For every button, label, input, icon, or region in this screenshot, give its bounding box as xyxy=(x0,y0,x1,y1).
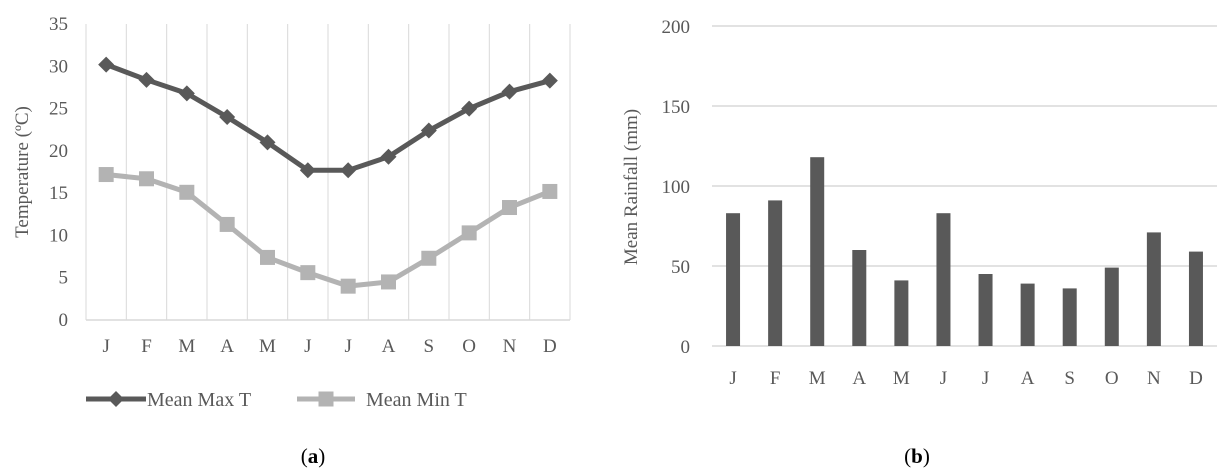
temperature-y-tick-label: 25 xyxy=(49,99,68,120)
temperature-x-tick-label: O xyxy=(462,336,476,357)
temperature-x-tick-label: M xyxy=(259,336,276,357)
temperature-x-tick-label: A xyxy=(220,336,234,357)
mean-min-t-point xyxy=(98,167,114,183)
temperature-chart: 0 5 10 15 20 25 30 35 J F M A M J J A S O N D Temperature … xyxy=(12,14,571,411)
temperature-y-tick-label: 30 xyxy=(49,56,68,77)
temperature-x-tick-label: J xyxy=(344,336,351,357)
mean-min-t-point xyxy=(421,250,437,266)
rainfall-x-tick-label: J xyxy=(982,368,989,389)
mean-min-t-point xyxy=(502,200,517,216)
temperature-y-tick-label: 20 xyxy=(49,141,68,162)
rainfall-x-tick-label: S xyxy=(1064,368,1075,389)
panel-label-b-letter: b xyxy=(911,444,923,468)
rainfall-y-tick-label: 50 xyxy=(671,257,690,278)
mean-min-t-point xyxy=(461,225,477,241)
temperature-x-tick-label: J xyxy=(102,336,109,357)
rainfall-chart: 0 50 100 150 200 J F M A M J J A S O N D Mean Rainfall … xyxy=(621,17,1217,389)
mean-min-t-legend-marker xyxy=(318,391,334,407)
rainfall-bar xyxy=(978,274,993,346)
rainfall-y-tick-label: 200 xyxy=(662,17,691,38)
mean-min-t-point xyxy=(542,183,558,199)
rainfall-x-tick-label: F xyxy=(770,368,781,389)
mean-max-t-legend-marker xyxy=(108,391,124,407)
rainfall-bar xyxy=(894,280,909,346)
rainfall-x-tick-label: D xyxy=(1189,368,1203,389)
rainfall-x-tick-label: M xyxy=(893,368,910,389)
temperature-x-tick-label: S xyxy=(424,336,435,357)
rainfall-bar xyxy=(726,213,741,346)
rainfall-y-axis-title: Mean Rainfall (mm) xyxy=(621,109,642,265)
rainfall-bar xyxy=(1062,288,1077,346)
temperature-legend: Mean Max T Mean Min T xyxy=(86,389,467,411)
mean-min-t-point xyxy=(381,274,396,290)
panel-label-b: (b) xyxy=(904,444,930,468)
temperature-x-tick-label: D xyxy=(543,336,557,357)
rainfall-y-tick-label: 100 xyxy=(662,177,691,198)
mean-max-t-point xyxy=(138,71,155,88)
rainfall-bar xyxy=(852,250,867,346)
temperature-x-tick-label: M xyxy=(178,336,195,357)
temperature-y-tick-label: 15 xyxy=(49,183,68,204)
temperature-series xyxy=(98,56,558,294)
mean-min-t-point xyxy=(219,216,235,232)
temperature-y-tick-label: 10 xyxy=(49,225,68,246)
mean-max-t-point xyxy=(259,134,276,151)
temperature-gridlines xyxy=(85,24,571,321)
rainfall-x-tick-label: A xyxy=(1021,368,1035,389)
mean-max-t-point xyxy=(380,148,397,165)
mean-max-t-point xyxy=(299,162,316,179)
rainfall-bar xyxy=(936,213,951,346)
temperature-y-axis-title: Temperature (ºC) xyxy=(12,106,33,238)
temperature-y-tick-label: 5 xyxy=(59,268,69,289)
rainfall-bar xyxy=(1104,267,1119,346)
temperature-x-tick-label: F xyxy=(141,336,152,357)
rainfall-bar xyxy=(1020,283,1035,346)
temperature-y-tick-label: 0 xyxy=(59,310,69,331)
mean-max-t-point xyxy=(178,85,195,102)
rainfall-y-tick-label: 0 xyxy=(681,337,691,358)
mean-max-t-point xyxy=(98,56,115,73)
mean-max-t-point xyxy=(461,100,478,117)
panel-label-a-letter: a xyxy=(308,444,319,468)
rainfall-x-tick-label: O xyxy=(1105,368,1119,389)
rainfall-bar xyxy=(810,157,825,346)
mean-min-t-point xyxy=(139,171,154,187)
temperature-x-tick-label: N xyxy=(503,336,517,357)
mean-max-t-line xyxy=(105,62,551,173)
mean-min-t-point xyxy=(260,249,275,265)
rainfall-y-tick-label: 150 xyxy=(662,97,691,118)
mean-min-t-legend-label: Mean Min T xyxy=(366,389,467,411)
mean-max-t-point xyxy=(420,122,437,139)
rainfall-x-tick-label: M xyxy=(809,368,826,389)
temperature-x-tick-label: J xyxy=(304,336,311,357)
mean-min-t-point xyxy=(340,278,356,294)
rainfall-x-tick-label: A xyxy=(852,368,866,389)
rainfall-bar xyxy=(1188,251,1203,346)
temperature-x-tick-label: A xyxy=(382,336,396,357)
mean-max-t-point xyxy=(219,109,236,126)
rainfall-bars xyxy=(726,157,1203,346)
mean-max-t-legend-label: Mean Max T xyxy=(147,389,251,411)
mean-max-t-point xyxy=(501,83,518,100)
rainfall-x-tick-label: N xyxy=(1147,368,1161,389)
rainfall-bar xyxy=(768,200,783,346)
panel-label-a: (a) xyxy=(301,444,326,468)
mean-max-t-point xyxy=(541,72,558,89)
temperature-y-tick-label: 35 xyxy=(49,14,68,35)
mean-min-t-point xyxy=(179,184,195,200)
mean-min-t-point xyxy=(300,265,316,281)
rainfall-y-ticks: 0 50 100 150 200 xyxy=(662,17,691,358)
rainfall-bar xyxy=(1146,232,1161,346)
mean-max-t-point xyxy=(340,162,357,179)
rainfall-x-tick-label: J xyxy=(729,368,736,389)
rainfall-gridlines xyxy=(712,25,1217,347)
temperature-y-ticks: 0 5 10 15 20 25 30 35 xyxy=(49,14,68,331)
rainfall-x-tick-label: J xyxy=(940,368,947,389)
